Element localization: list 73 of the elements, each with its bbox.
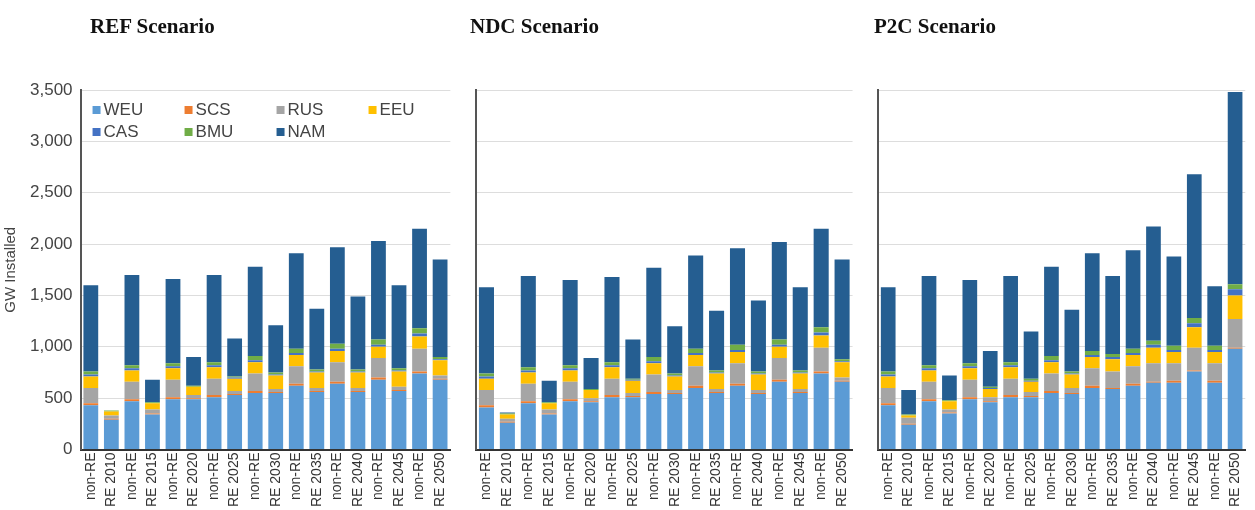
legend-label: WEU bbox=[103, 99, 144, 119]
x-tick-label: non-RE bbox=[519, 452, 536, 500]
x-tick-label: RE 2015 bbox=[940, 452, 957, 507]
x-tick-label: non-RE bbox=[477, 452, 494, 500]
x-tick-label: RE 2020 bbox=[184, 452, 201, 507]
x-tick-label: RE 2050 bbox=[832, 452, 849, 507]
x-tick-label: non-RE bbox=[81, 452, 98, 500]
x-tick-label: RE 2010 bbox=[498, 452, 515, 507]
x-tick-label: non-RE bbox=[812, 452, 829, 500]
x-tick-label: non-RE bbox=[686, 452, 703, 500]
y-axis-title: GW Installed bbox=[1, 226, 19, 313]
x-tick-label: RE 2030 bbox=[266, 452, 283, 507]
x-tick-label: non-RE bbox=[728, 452, 745, 500]
x-tick-label: non-RE bbox=[1083, 452, 1100, 500]
x-tick-label: RE 2040 bbox=[348, 452, 365, 507]
x-tick-label: non-RE bbox=[602, 452, 619, 500]
y-tick-label: 500 bbox=[44, 387, 73, 407]
x-tick-label: non-RE bbox=[1205, 452, 1222, 500]
x-tick-label: non-RE bbox=[204, 452, 221, 500]
x-tick-label: RE 2025 bbox=[623, 452, 640, 507]
x-tick-label: non-RE bbox=[369, 452, 386, 500]
x-tick-label: non-RE bbox=[287, 452, 304, 500]
x-tick-label: non-RE bbox=[770, 452, 787, 500]
x-tick-label: RE 2020 bbox=[581, 452, 598, 507]
legend-label: RUS bbox=[287, 99, 324, 119]
x-tick-label: RE 2015 bbox=[143, 452, 160, 507]
x-tick-label: non-RE bbox=[960, 452, 977, 500]
y-tick-label: 3,000 bbox=[29, 131, 73, 151]
y-tick-label: 2,500 bbox=[29, 182, 73, 202]
x-tick-label: non-RE bbox=[644, 452, 661, 500]
x-tick-label: RE 2025 bbox=[1021, 452, 1038, 507]
x-tick-label: RE 2040 bbox=[749, 452, 766, 507]
chart-title: P2C Scenario bbox=[874, 14, 996, 39]
x-tick-label: non-RE bbox=[163, 452, 180, 500]
legend-label: BMU bbox=[195, 121, 234, 141]
y-tick-label: 1,000 bbox=[29, 336, 73, 356]
x-tick-label: RE 2050 bbox=[1225, 452, 1242, 507]
x-tick-label: non-RE bbox=[328, 452, 345, 500]
x-tick-label: RE 2045 bbox=[389, 452, 406, 507]
x-tick-label: RE 2045 bbox=[1185, 452, 1202, 507]
x-tick-label: non-RE bbox=[1042, 452, 1059, 500]
x-tick-label: RE 2035 bbox=[1103, 452, 1120, 507]
x-tick-label: non-RE bbox=[1001, 452, 1018, 500]
x-tick-label: non-RE bbox=[879, 452, 896, 500]
y-tick-label: 0 bbox=[63, 439, 73, 459]
x-tick-label: RE 2015 bbox=[540, 452, 557, 507]
legend-label: NAM bbox=[287, 121, 326, 141]
x-tick-label: RE 2010 bbox=[102, 452, 119, 507]
x-tick-label: RE 2040 bbox=[1144, 452, 1161, 507]
x-tick-label: RE 2045 bbox=[791, 452, 808, 507]
y-tick-label: 2,000 bbox=[29, 233, 73, 253]
x-tick-label: non-RE bbox=[919, 452, 936, 500]
x-tick-label: RE 2020 bbox=[981, 452, 998, 507]
x-tick-label: non-RE bbox=[561, 452, 577, 500]
x-tick-label: RE 2050 bbox=[430, 452, 447, 507]
x-tick-label: non-RE bbox=[1164, 452, 1181, 500]
x-tick-label: RE 2035 bbox=[707, 452, 724, 507]
legend-label: SCS bbox=[195, 99, 231, 119]
x-tick-label: non-RE bbox=[410, 452, 427, 500]
x-tick-label: non-RE bbox=[122, 452, 139, 500]
x-tick-label: RE 2030 bbox=[1062, 452, 1079, 507]
legend-label: EEU bbox=[379, 99, 415, 119]
x-tick-label: RE 2030 bbox=[665, 452, 682, 507]
chart-title: REF Scenario bbox=[90, 14, 215, 39]
x-tick-label: non-RE bbox=[246, 452, 263, 500]
y-tick-label: 1,500 bbox=[29, 285, 73, 305]
chart-title: NDC Scenario bbox=[470, 14, 599, 39]
x-tick-label: RE 2035 bbox=[307, 452, 324, 507]
x-tick-label: RE 2010 bbox=[899, 452, 916, 507]
legend-label: CAS bbox=[103, 121, 139, 141]
y-tick-label: 3,500 bbox=[29, 79, 73, 99]
x-tick-label: RE 2025 bbox=[225, 452, 242, 507]
x-tick-label: non-RE bbox=[1123, 452, 1140, 500]
